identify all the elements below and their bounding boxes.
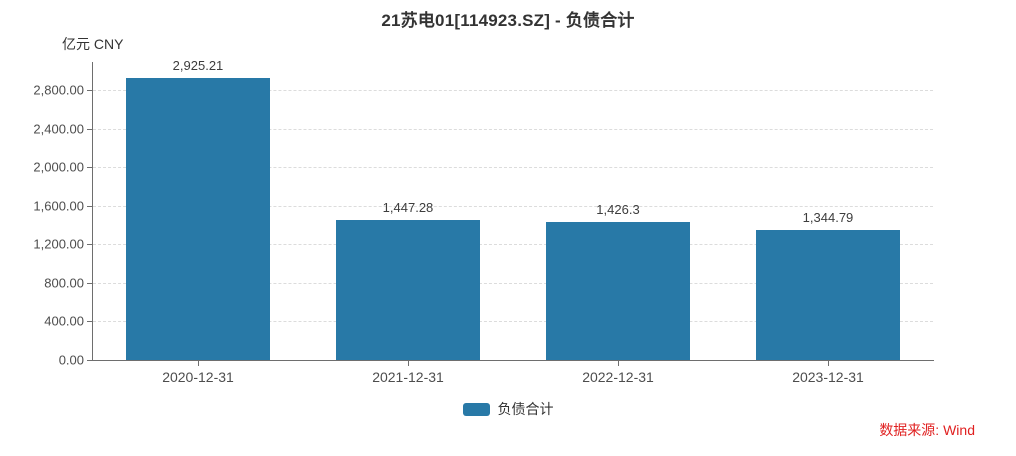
legend-label: 负债合计 [497,401,554,417]
gridline [93,321,933,323]
y-axis-tick-label: 2,400.00 [33,121,84,137]
x-axis-label: 2022-12-31 [582,369,654,385]
bar-value-label: 1,447.28 [382,200,434,216]
y-axis-tick-mark [87,90,92,91]
x-axis-tick-mark [408,361,409,366]
bar[interactable]: 1,344.79 [755,210,901,360]
bar-value-label: 2,925.21 [172,57,224,73]
y-axis-tick-label: 2,800.00 [33,82,84,98]
bar[interactable]: 2,925.21 [125,58,271,360]
gridline [93,244,933,246]
y-axis-tick-mark [87,167,92,169]
y-axis-tick-label: 1,600.00 [33,198,84,214]
bar-cell: 1,447.28 [303,90,513,360]
x-axis-tick-mark [618,361,619,366]
y-axis-tick-mark [87,244,92,246]
bar-cell: 2,925.21 [93,58,303,360]
y-axis-tick-label: 400.00 [44,313,84,329]
legend-swatch-icon [462,402,490,416]
gridline [93,128,933,130]
y-axis-tick-label: 0.00 [58,352,84,368]
y-axis-tick-label: 2,000.00 [33,159,84,175]
chart-title: 21苏电01[114923.SZ] - 负债合计 [381,11,635,30]
y-axis-labels: 0.00 400.00 800.00 1,200.00 1,600.00 2,000.00… [0,83,84,368]
gridline [93,282,933,284]
x-axis-label: 2021-12-31 [372,369,444,385]
legend-item[interactable]: 负债合计 [0,399,1016,419]
data-source-note: 数据来源: Wind [879,422,975,438]
y-axis-unit-label: 亿元 CNY [62,36,124,52]
y-axis-tick-label: 800.00 [44,275,84,291]
x-axis-label: 2020-12-31 [162,369,234,385]
x-axis-tick-mark [198,361,199,366]
y-axis-tick-mark [87,282,92,284]
bar-value-label: 1,426.3 [596,202,640,218]
bar-cell: 1,426.3 [513,90,723,360]
y-axis-tick-mark [87,205,92,207]
x-axis-label: 2023-12-31 [792,369,864,385]
bar-cell: 1,344.79 [723,90,933,360]
x-axis-ticks [93,361,933,366]
y-axis-ticks [87,90,92,361]
gridline [93,90,933,91]
x-axis-labels: 2020-12-31 2021-12-31 2022-12-31 2023-12-31 [93,369,933,385]
y-axis-tick-label: 1,200.00 [33,236,84,252]
gridline [93,205,933,207]
gridline [93,167,933,169]
bar[interactable]: 1,447.28 [335,200,481,360]
y-axis-line [92,62,93,361]
y-axis-tick-mark [87,128,92,130]
y-axis-tick-mark [87,360,92,361]
x-axis-line [92,360,934,361]
plot-area: 2,925.21 1,447.28 1,426.3 1,344.79 [93,58,933,360]
bar[interactable]: 1,426.3 [545,202,691,360]
bar-series: 2,925.21 1,447.28 1,426.3 1,344.79 [93,58,933,360]
y-axis-tick-mark [87,321,92,323]
bar-value-label: 1,344.79 [802,210,854,226]
x-axis-tick-mark [828,361,829,366]
